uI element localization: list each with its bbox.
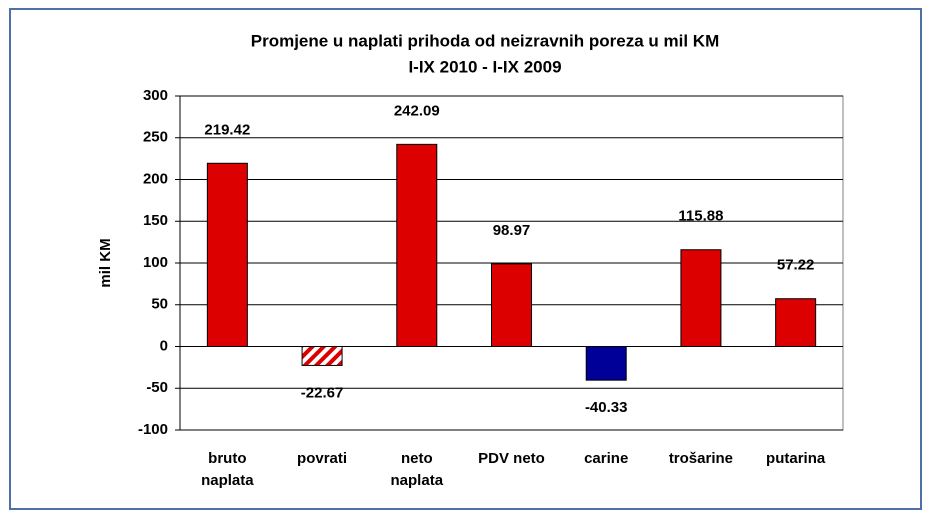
value-label: -40.33	[585, 399, 628, 416]
bar	[775, 298, 817, 348]
y-tick-label: 250	[143, 129, 168, 146]
x-tick-label: PDV neto	[478, 450, 545, 467]
value-label: -22.67	[301, 384, 344, 401]
x-tick-label: bruto naplata	[201, 450, 254, 489]
x-tick-label: trošarine	[668, 450, 734, 467]
y-tick-label: -100	[138, 421, 168, 438]
value-label: 219.42	[204, 121, 250, 138]
value-label: 115.88	[678, 208, 723, 225]
bar	[396, 143, 438, 347]
x-tick-label: povrati	[297, 450, 348, 467]
chart-subtitle: I-IX 2010 - I-IX 2009	[408, 57, 561, 76]
y-tick-label: 100	[143, 254, 168, 271]
value-label: 242.09	[394, 102, 440, 119]
y-tick-label: 300	[143, 87, 168, 104]
x-tick-label: putarina	[766, 450, 826, 467]
y-tick-label: 0	[160, 337, 168, 354]
y-tick-label: 200	[143, 170, 168, 187]
y-axis-label: mil KM	[97, 238, 114, 287]
y-tick-label: 50	[151, 296, 168, 313]
x-tick-label: neto naplata	[390, 450, 444, 489]
x-tick-label: carine	[584, 450, 629, 467]
value-label: 57.22	[777, 257, 815, 274]
y-tick-label: -50	[146, 379, 168, 396]
bar	[680, 249, 722, 347]
bar	[491, 263, 532, 347]
bar	[301, 346, 343, 366]
bar	[585, 346, 627, 381]
bar	[206, 162, 248, 347]
y-tick-label: 150	[143, 212, 168, 229]
value-label: 98.97	[493, 222, 531, 239]
chart-title: Promjene u naplati prihoda od neizravnih…	[251, 31, 720, 50]
